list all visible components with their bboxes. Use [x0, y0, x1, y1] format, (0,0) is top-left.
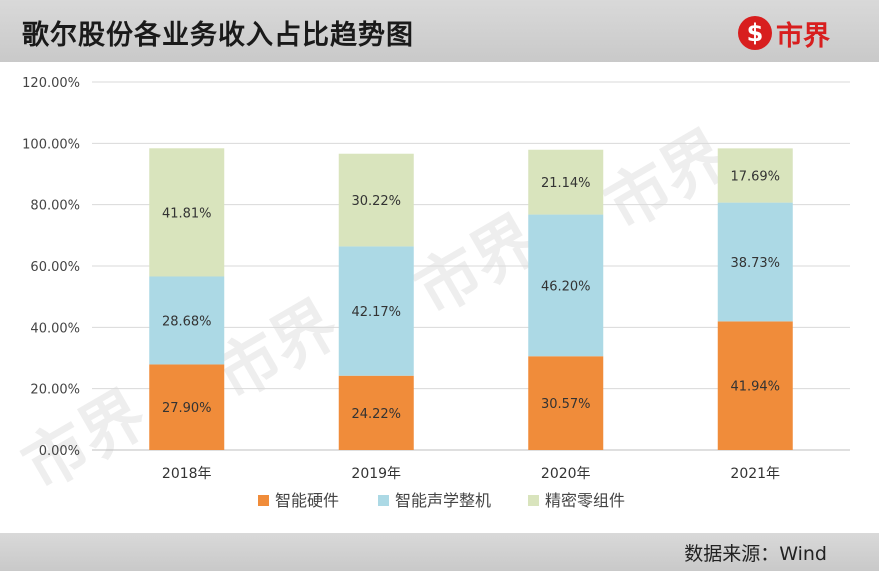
y-tick-label: 60.00%	[30, 260, 80, 275]
data-label: 38.73%	[730, 256, 780, 271]
y-tick-label: 40.00%	[30, 321, 80, 336]
footer-bar: 数据来源：Wind	[0, 533, 879, 571]
y-tick-label: 120.00%	[22, 76, 80, 91]
header-bar: 歌尔股份各业务收入占比趋势图 $ 市界	[0, 0, 879, 62]
data-label: 24.22%	[351, 407, 401, 422]
data-label: 42.17%	[351, 305, 401, 320]
data-label: 17.69%	[730, 169, 780, 184]
x-tick-label: 2021年	[730, 466, 780, 482]
data-label: 30.57%	[541, 397, 591, 412]
bar-segment	[149, 276, 225, 365]
bar-segment	[149, 364, 225, 450]
bar-segment	[338, 153, 414, 247]
data-label: 46.20%	[541, 279, 591, 294]
y-tick-label: 80.00%	[30, 199, 80, 214]
stacked-bar-chart: 0.00% 20.00% 40.00% 60.00% 80.00% 100.00% 120.…	[22, 76, 850, 510]
bar-segment	[528, 214, 604, 357]
legend-label: 智能硬件	[275, 491, 339, 510]
y-tick-label: 0.00%	[39, 444, 80, 459]
legend-label: 智能声学整机	[395, 491, 491, 510]
brand-logo: $ 市界	[738, 13, 830, 53]
logo-icon: $	[738, 16, 772, 50]
x-tick-label: 2019年	[351, 466, 401, 482]
bar-segment	[528, 356, 604, 450]
bar-segment	[338, 246, 414, 376]
data-source: 数据来源：Wind	[684, 543, 827, 565]
legend-swatch	[528, 495, 539, 506]
page-title: 歌尔股份各业务收入占比趋势图	[22, 20, 414, 51]
logo-text: 市界	[776, 20, 830, 52]
bar-segment	[528, 149, 604, 215]
data-label: 27.90%	[162, 401, 212, 416]
y-tick-label: 20.00%	[30, 383, 80, 398]
x-tick-label: 2020年	[541, 466, 591, 482]
bar-segment	[717, 148, 793, 203]
y-tick-label: 100.00%	[22, 137, 80, 152]
data-label: 30.22%	[351, 194, 401, 209]
legend-label: 精密零组件	[545, 491, 625, 510]
x-tick-label: 2018年	[162, 466, 212, 482]
data-label: 41.94%	[730, 380, 780, 395]
data-label: 28.68%	[162, 314, 212, 329]
legend-swatch	[258, 495, 269, 506]
bar-segment	[717, 202, 793, 322]
legend-swatch	[378, 495, 389, 506]
bar-segment	[717, 321, 793, 450]
data-label: 41.81%	[162, 206, 212, 221]
bar-segment	[338, 375, 414, 450]
bar-segment	[149, 148, 225, 277]
data-label: 21.14%	[541, 176, 591, 191]
